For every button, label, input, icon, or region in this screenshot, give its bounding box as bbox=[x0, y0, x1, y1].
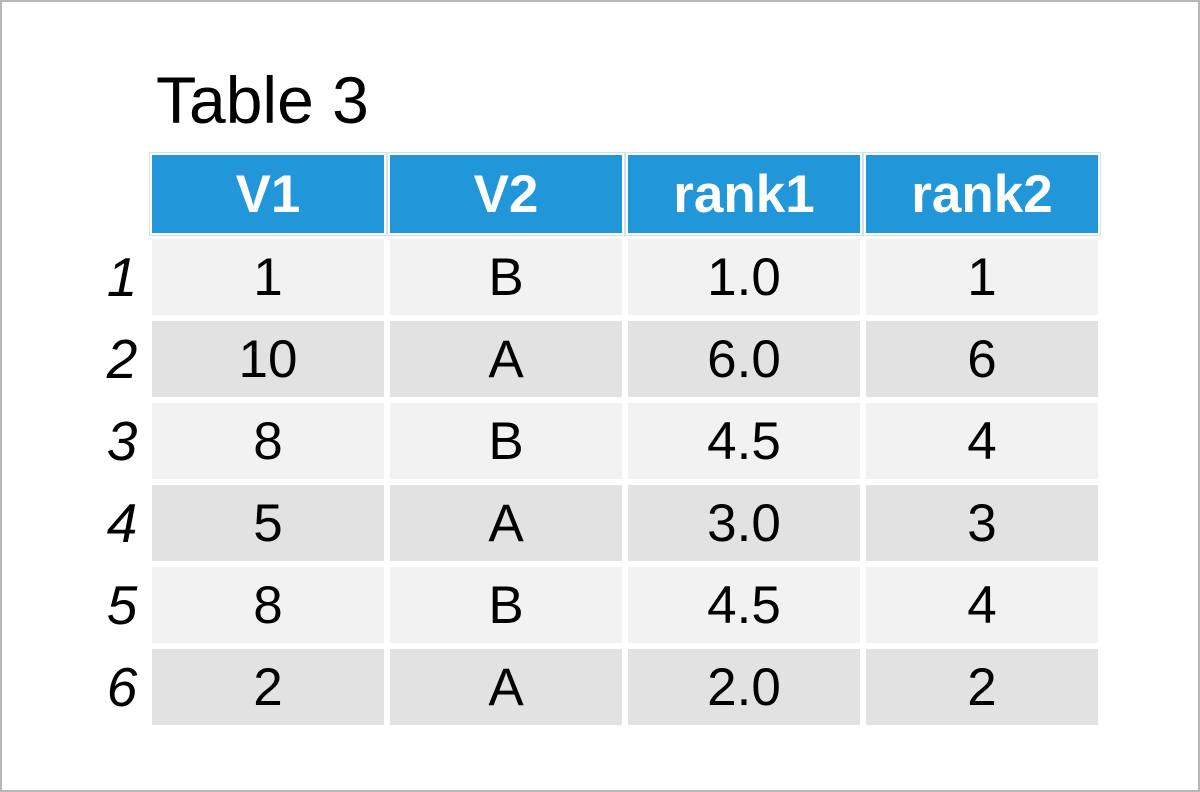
data-table: V1 V2 rank1 rank2 1 1 B 1.0 1 2 10 A 6.0 6 3 8 B 4.5 4 4 5 A… bbox=[92, 149, 1104, 731]
cell-V1: 8 bbox=[152, 403, 384, 479]
row-number-header bbox=[98, 155, 146, 233]
cell-rank1: 3.0 bbox=[628, 485, 860, 561]
table-row: 4 5 A 3.0 3 bbox=[98, 485, 1098, 561]
row-number: 5 bbox=[106, 574, 138, 636]
table-row: 5 8 B 4.5 4 bbox=[98, 567, 1098, 643]
table-row: 2 10 A 6.0 6 bbox=[98, 321, 1098, 397]
row-number: 6 bbox=[106, 656, 138, 718]
cell-V2: A bbox=[390, 321, 622, 397]
cell-V1: 1 bbox=[152, 239, 384, 315]
cell-rank2: 4 bbox=[866, 403, 1098, 479]
column-header-rank1: rank1 bbox=[628, 155, 860, 233]
cell-rank2: 1 bbox=[866, 239, 1098, 315]
cell-rank1: 2.0 bbox=[628, 649, 860, 725]
table-body: 1 1 B 1.0 1 2 10 A 6.0 6 3 8 B 4.5 4 4 5 A 3.0 3 5 8 B 4.5 4 6 2 A 2… bbox=[98, 239, 1098, 725]
cell-rank2: 3 bbox=[866, 485, 1098, 561]
cell-rank2: 6 bbox=[866, 321, 1098, 397]
row-number: 1 bbox=[106, 246, 138, 308]
cell-V2: A bbox=[390, 485, 622, 561]
table-row: 6 2 A 2.0 2 bbox=[98, 649, 1098, 725]
table-title: Table 3 bbox=[156, 63, 369, 137]
header-row: V1 V2 rank1 rank2 bbox=[98, 155, 1098, 233]
row-number: 4 bbox=[106, 492, 138, 554]
cell-V2: B bbox=[390, 403, 622, 479]
cell-rank1: 4.5 bbox=[628, 567, 860, 643]
column-header-V1: V1 bbox=[152, 155, 384, 233]
cell-V2: B bbox=[390, 239, 622, 315]
cell-V1: 2 bbox=[152, 649, 384, 725]
table-row: 1 1 B 1.0 1 bbox=[98, 239, 1098, 315]
column-header-V2: V2 bbox=[390, 155, 622, 233]
cell-V2: A bbox=[390, 649, 622, 725]
row-number: 3 bbox=[106, 410, 138, 472]
table-row: 3 8 B 4.5 4 bbox=[98, 403, 1098, 479]
cell-rank1: 6.0 bbox=[628, 321, 860, 397]
column-header-rank2: rank2 bbox=[866, 155, 1098, 233]
cell-rank2: 4 bbox=[866, 567, 1098, 643]
row-number: 2 bbox=[106, 328, 138, 390]
cell-V1: 5 bbox=[152, 485, 384, 561]
cell-rank1: 4.5 bbox=[628, 403, 860, 479]
cell-rank2: 2 bbox=[866, 649, 1098, 725]
cell-V1: 8 bbox=[152, 567, 384, 643]
cell-V1: 10 bbox=[152, 321, 384, 397]
cell-rank1: 1.0 bbox=[628, 239, 860, 315]
cell-V2: B bbox=[390, 567, 622, 643]
